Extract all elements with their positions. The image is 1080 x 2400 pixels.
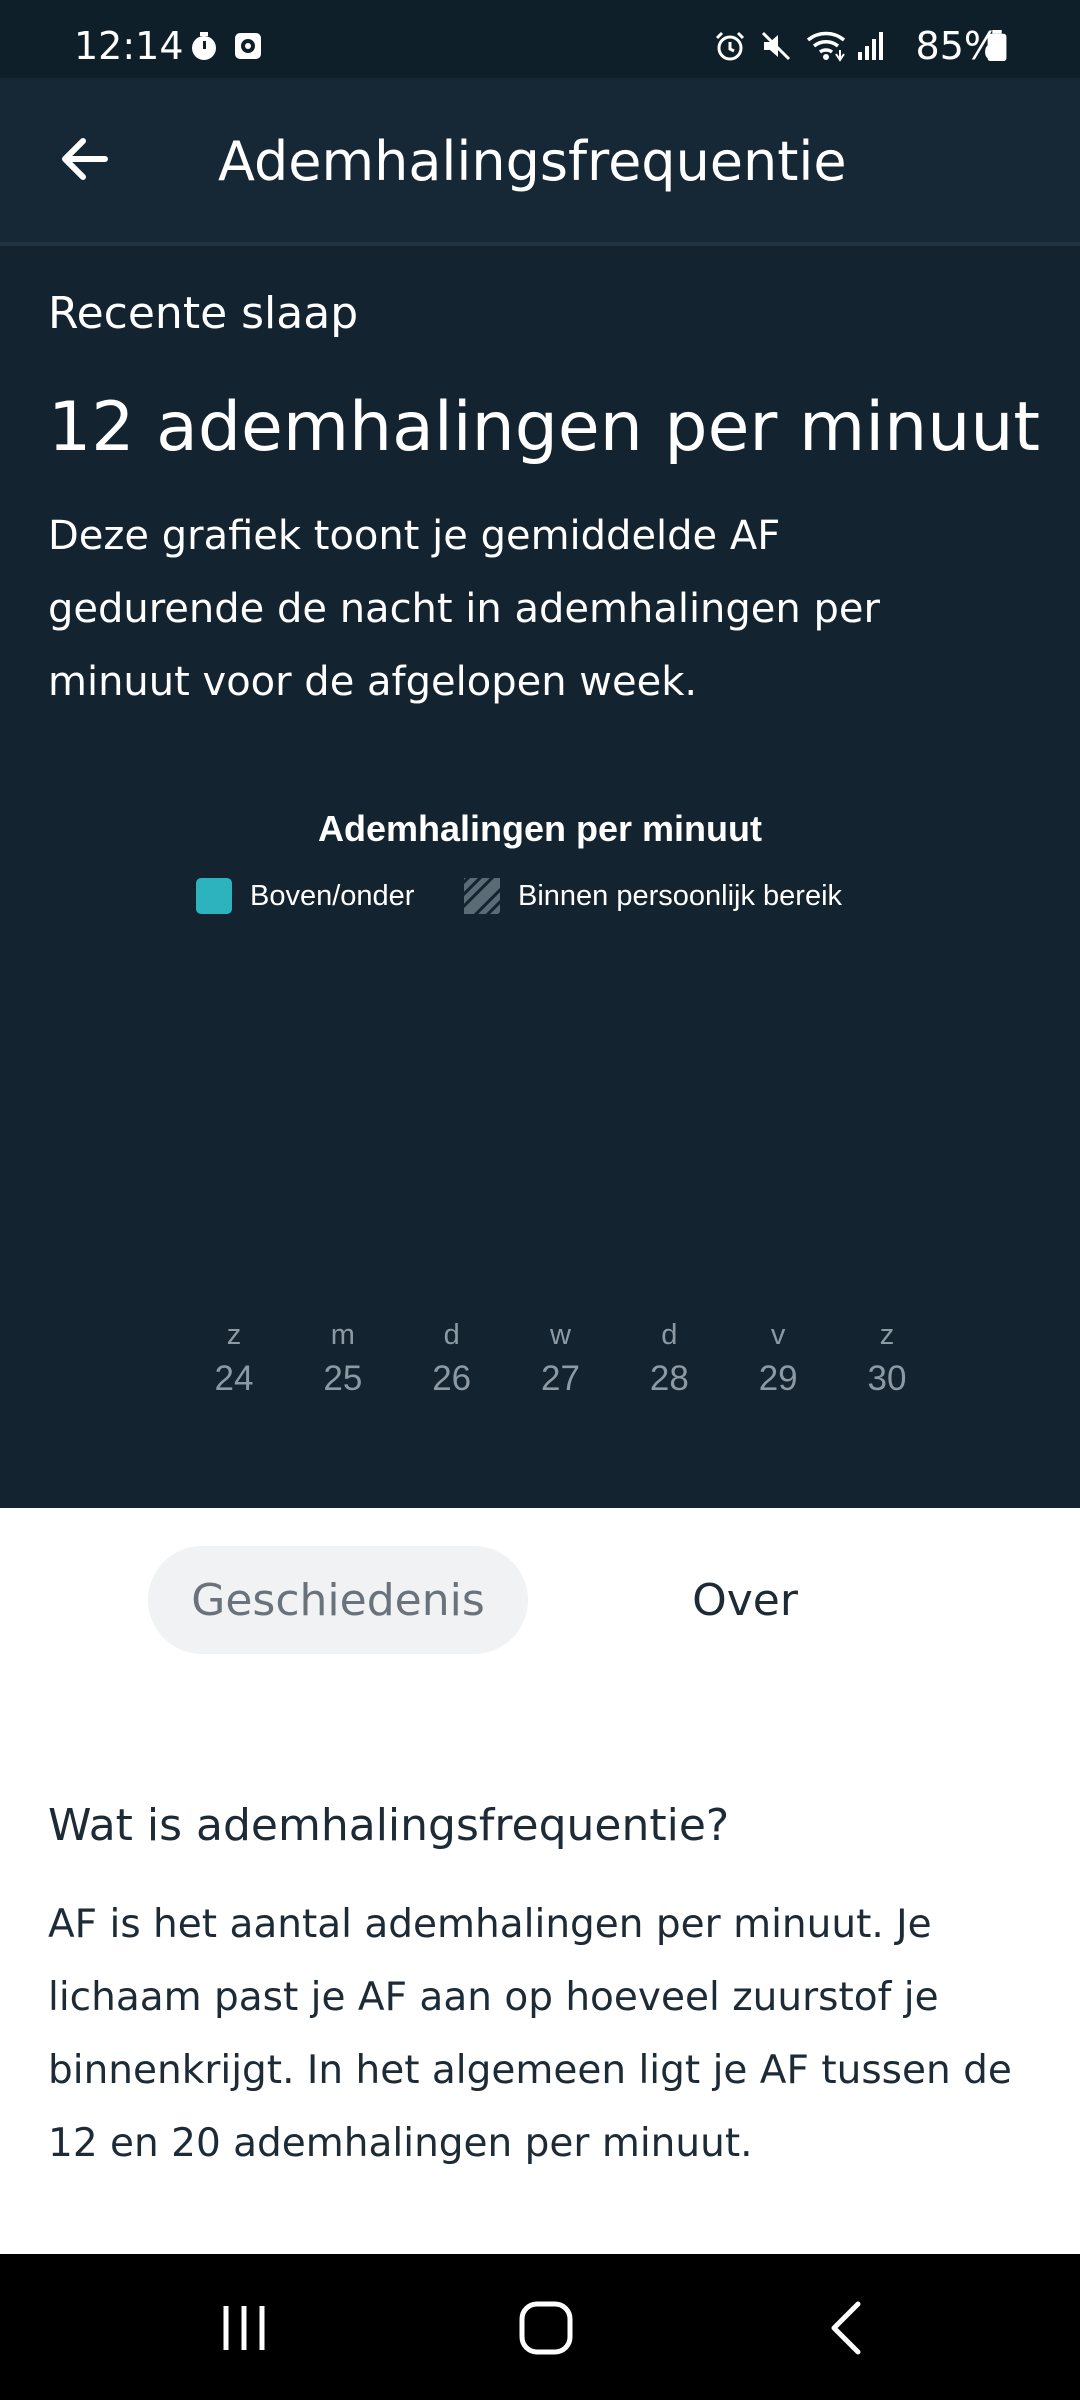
x-day-label: 26 <box>432 1359 471 1398</box>
recent-apps-icon <box>223 2306 265 2350</box>
x-day-label: 29 <box>759 1359 798 1398</box>
legend-swatch-hatched <box>464 878 500 914</box>
home-icon <box>519 2301 573 2355</box>
summary-section: Recente slaap 12 ademhalingen per minuut… <box>0 246 1080 1508</box>
x-weekday-label: z <box>880 1319 895 1351</box>
info-text: AF is het aantal ademhalingen per minuut… <box>48 1902 1012 2166</box>
x-day-label: 24 <box>215 1359 254 1398</box>
battery-icon <box>987 30 1007 62</box>
battery-percentage: 85% <box>915 24 1000 68</box>
recent-apps-button[interactable] <box>194 2278 294 2378</box>
info-title: Wat is ademhalingsfrequentie? <box>48 1800 730 1851</box>
system-back-button[interactable] <box>798 2278 898 2378</box>
x-day-label: 27 <box>541 1359 580 1398</box>
home-button[interactable] <box>496 2278 596 2378</box>
navigation-bar <box>0 2254 1080 2400</box>
breathing-rate-value: 12 ademhalingen per minuut <box>48 388 1041 467</box>
legend-inside-range: Binnen persoonlijk bereik <box>464 878 842 914</box>
breathing-rate-chart: 18141015151715151612zmdwdvz2425262728293… <box>215 1319 907 1398</box>
back-button[interactable] <box>40 114 130 204</box>
legend-swatch-solid <box>196 878 232 914</box>
app-bar: Ademhalingsfrequentie <box>0 78 1080 246</box>
x-weekday-label: d <box>661 1319 677 1351</box>
recent-sleep-label: Recente slaap <box>48 288 359 339</box>
x-weekday-label: z <box>227 1319 242 1351</box>
alarm-icon <box>715 31 745 61</box>
tab-history[interactable]: Geschiedenis <box>148 1546 528 1654</box>
status-bar: 12:14 85% <box>0 0 1080 78</box>
app-notification-icon <box>235 33 261 59</box>
page-title: Ademhalingsfrequentie <box>218 130 847 193</box>
signal-icon <box>858 32 883 60</box>
legend-outside-label: Boven/onder <box>250 879 415 912</box>
legend-outside-range: Boven/onder <box>196 878 414 914</box>
chart-description: Deze grafiek toont je gemiddelde AF gedu… <box>48 513 880 705</box>
status-time: 12:14 <box>74 24 184 68</box>
x-weekday-label: m <box>331 1319 355 1351</box>
stopwatch-icon <box>192 32 216 60</box>
x-day-label: 25 <box>323 1359 362 1398</box>
x-day-label: 28 <box>650 1359 689 1398</box>
x-weekday-label: v <box>771 1319 786 1351</box>
mute-icon <box>761 31 791 61</box>
x-weekday-label: w <box>549 1319 572 1351</box>
detail-section: Geschiedenis Over Wat is ademhalingsfreq… <box>0 1508 1080 2254</box>
arrow-left-icon <box>62 138 108 180</box>
x-weekday-label: d <box>444 1319 460 1351</box>
x-day-label: 30 <box>868 1359 907 1398</box>
chart-title: Ademhalingen per minuut <box>317 808 763 849</box>
tab-about[interactable]: Over <box>692 1574 798 1626</box>
back-icon <box>831 2301 861 2355</box>
legend-inside-label: Binnen persoonlijk bereik <box>518 879 843 912</box>
wifi-icon <box>806 31 846 62</box>
